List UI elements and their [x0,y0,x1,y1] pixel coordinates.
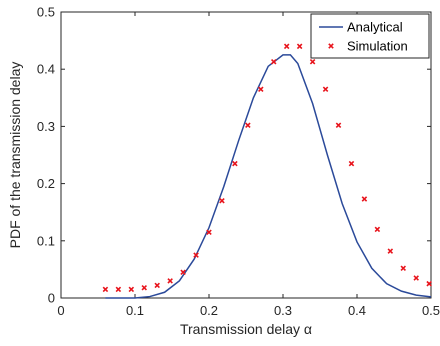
simulation-point [361,196,368,202]
marker-stroke [309,58,316,65]
simulation-point [115,286,122,293]
simulation-point [193,252,199,258]
simulation-point [335,122,342,129]
y-tick-label: 0.1 [37,233,55,248]
marker-stroke [400,265,407,272]
x-tick-label: 0.3 [274,303,292,318]
marker-stroke [348,160,355,167]
marker-stroke [128,286,135,293]
marker-stroke [328,43,334,49]
y-tick-label: 0.5 [37,5,55,20]
simulation-point [232,160,238,167]
marker-stroke [322,86,329,92]
marker-stroke [245,122,251,129]
simulation-point [309,58,316,65]
simulation-point [219,197,225,204]
simulation-point [413,275,419,281]
simulation-point [270,58,277,65]
marker-stroke [426,280,432,287]
simulation-point [283,43,290,50]
y-tick-label: 0.4 [37,62,55,77]
y-tick-label: 0.3 [37,119,55,134]
simulation-point [426,280,432,287]
marker-stroke [154,282,160,289]
simulation-point [102,286,109,293]
x-tick-label: 0.2 [200,303,218,318]
x-axis-label: Transmission delay α [180,321,312,337]
marker-stroke [335,122,342,129]
simulation-point [400,265,407,272]
marker-stroke [167,278,173,284]
legend-label-analytical: Analytical [347,20,403,35]
x-tick-label: 0.1 [126,303,144,318]
simulation-point [206,229,212,235]
x-tick-label: 0.4 [348,303,366,318]
simulation-point [245,122,251,129]
legend-box [310,13,430,59]
simulation-point [322,86,329,92]
simulation-point [167,278,173,284]
axis-ticks: 0 0.1 0.2 0.3 0.4 0.5 0 0.1 0.2 0.3 0.4 0.5 [37,5,440,319]
marker-stroke [387,248,394,254]
marker-stroke [296,43,303,50]
marker-stroke [115,286,122,293]
legend-marker [328,43,334,49]
x-tick-label: 0 [57,303,64,318]
simulation-point [387,248,394,254]
marker-stroke [270,58,277,65]
legend-label-simulation: Simulation [347,39,408,54]
legend-swatch-simulation [328,43,334,49]
simulation-point [348,160,355,167]
simulation-point [374,226,381,233]
marker-stroke [361,196,368,202]
chart-legend: Analytical Simulation [310,13,430,59]
simulation-point [154,282,160,289]
marker-stroke [141,284,148,291]
simulation-point [258,86,264,92]
simulation-point [141,284,148,291]
plot-area [60,11,432,299]
y-tick-label: 0 [48,291,55,306]
data-marks [102,43,432,299]
simulation-point [128,286,135,293]
x-tick-label: 0.5 [422,303,440,318]
axes-box [60,11,432,299]
marker-stroke [219,197,225,204]
marker-stroke [413,275,419,281]
marker-stroke [193,252,199,258]
marker-stroke [258,86,264,92]
marker-stroke [102,286,109,293]
marker-stroke [232,160,238,167]
marker-stroke [283,43,290,50]
simulation-point [180,269,186,276]
y-tick-label: 0.2 [37,176,55,191]
simulation-point [296,43,303,50]
marker-stroke [206,229,212,235]
marker-stroke [180,269,186,276]
marker-stroke [374,226,381,233]
y-axis-label: PDF of the transmission delay [7,62,23,249]
